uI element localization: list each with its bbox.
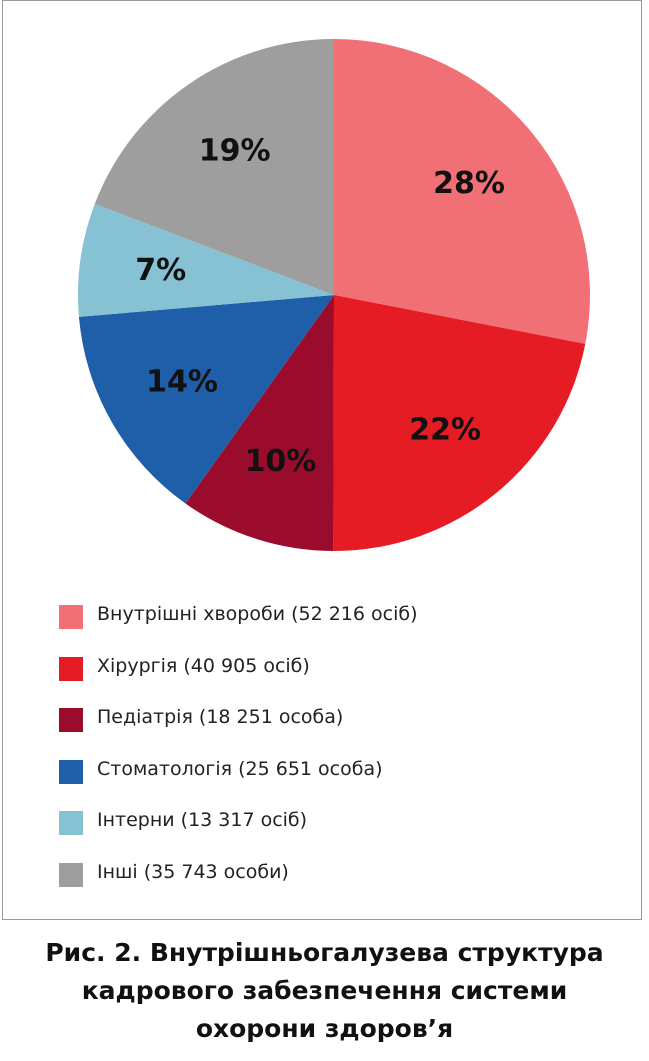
caption-line-3: охорони здоров’я <box>195 1014 454 1043</box>
slice-data-label: 10% <box>245 444 317 479</box>
caption-line-2: кадрового забезпечення системи <box>81 976 568 1005</box>
legend-label: Інші (35 743 особи) <box>97 860 289 883</box>
pie-slice <box>77 203 334 317</box>
pie-slice <box>185 295 334 551</box>
chart-frame: 28% 22% 10% 14% 7% 19% Внутрішні хвороби (52 … <box>2 0 642 920</box>
pie-slice <box>333 295 586 551</box>
figure-caption: Рис. 2. Внутрішньогалузева структура кад… <box>0 934 649 1048</box>
pie-slice <box>78 295 335 504</box>
pie-chart: 28% 22% 10% 14% 7% 19% <box>77 39 590 551</box>
legend-label: Інтерни (13 317 осіб) <box>97 809 308 832</box>
legend-swatch <box>59 708 83 733</box>
slice-data-label: 28% <box>433 166 505 201</box>
legend-swatch <box>59 605 83 629</box>
slice-data-label: 7% <box>135 253 186 288</box>
legend-swatch <box>59 862 83 887</box>
legend-label: Педіатрія (18 251 особа) <box>97 706 344 729</box>
legend-label: Внутрішні хвороби (52 216 осіб) <box>97 603 418 625</box>
pie-slice <box>94 39 334 295</box>
legend-swatch <box>59 656 83 681</box>
slice-data-label: 22% <box>409 413 481 448</box>
legend-swatch <box>59 811 83 836</box>
legend-label: Стоматологія (25 651 особа) <box>97 757 383 780</box>
legend-swatch <box>59 759 83 784</box>
caption-line-1: Рис. 2. Внутрішньогалузева структура <box>45 938 604 967</box>
slice-data-label: 19% <box>199 133 271 168</box>
pie-slice <box>334 39 590 344</box>
slice-data-label: 14% <box>146 364 218 399</box>
legend-label: Хірургія (40 905 осіб) <box>97 654 310 677</box>
